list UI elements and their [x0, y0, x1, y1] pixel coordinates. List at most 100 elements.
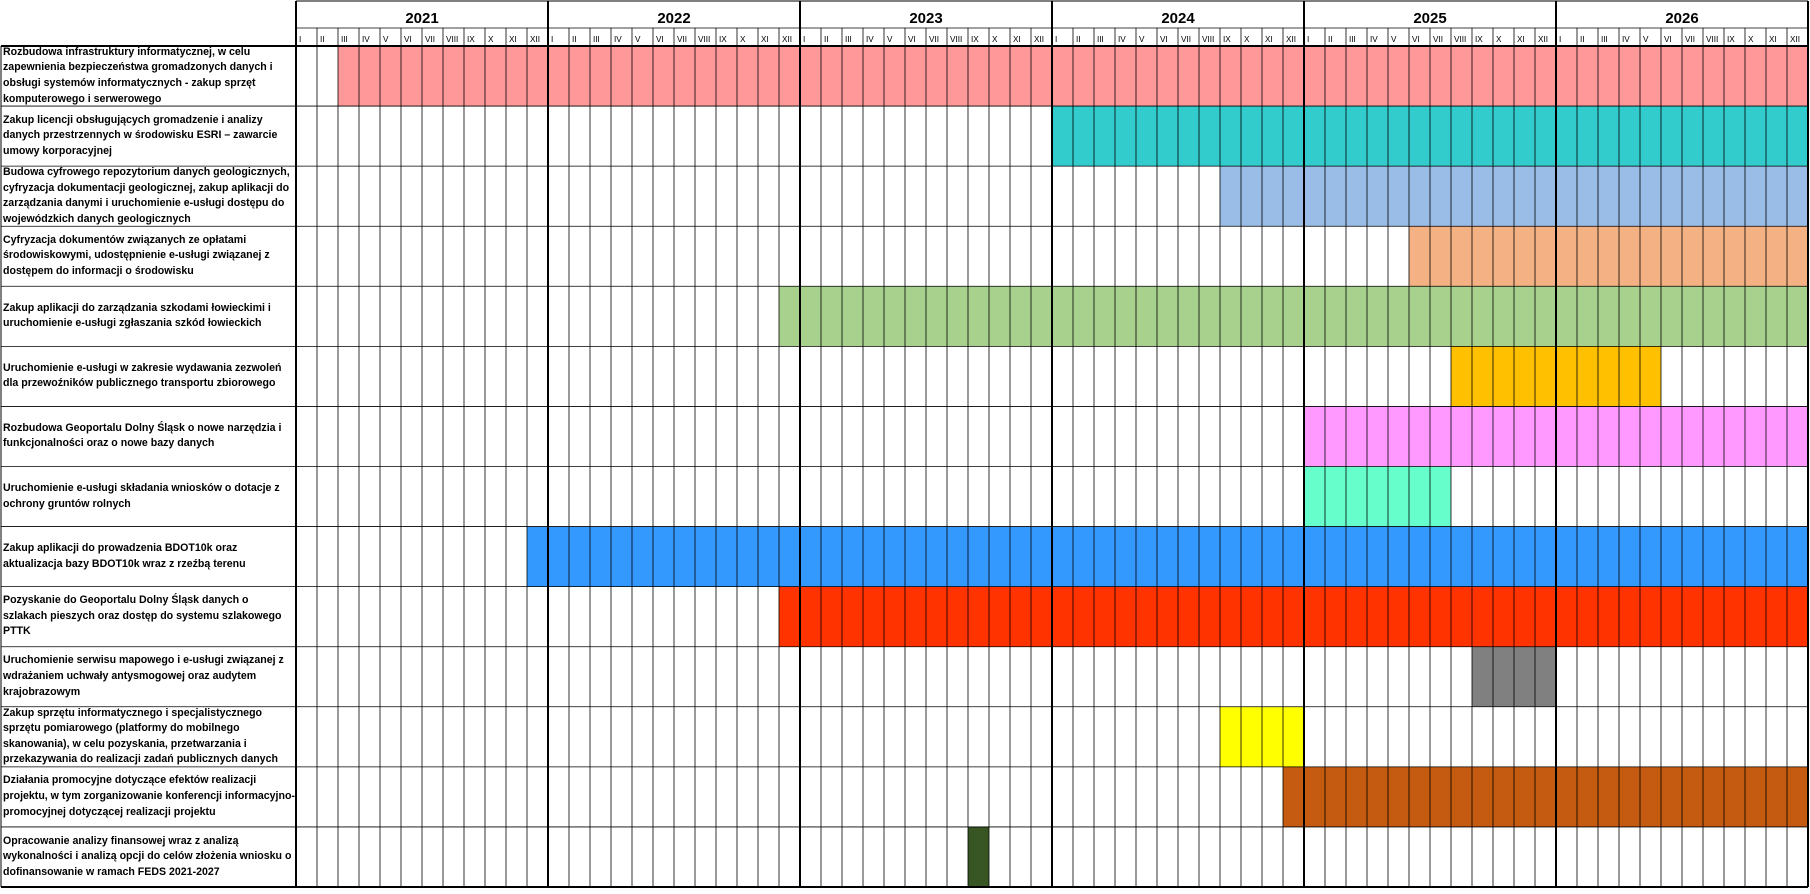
task-label: Rozbudowa infrastruktury informatycznej,… [3, 46, 295, 106]
month-tick-label: IX [467, 35, 475, 44]
month-tick-label: V [887, 35, 893, 44]
task-label-text: Zakup aplikacji do prowadzenia BDOT10k o… [3, 542, 246, 570]
task-label-text: Uruchomienie e-usługi w zakresie wydawan… [3, 361, 282, 390]
task-label-text: Rozbudowa Geoportalu Dolny Śląsk o nowe … [3, 421, 282, 450]
month-tick-label: IV [614, 35, 622, 44]
month-tick-label: III [341, 35, 348, 44]
task-label-text: Zakup sprzętu informatycznego i specjali… [3, 706, 278, 766]
month-tick-label: IV [1118, 35, 1126, 44]
month-tick-label: III [1349, 35, 1356, 44]
month-tick-label: III [845, 35, 852, 44]
task-label: Zakup licencji obsługujących gromadzenie… [3, 106, 295, 166]
task-label: Zakup sprzętu informatycznego i specjali… [3, 707, 295, 767]
task-bar [968, 826, 989, 887]
year-label: 2021 [405, 10, 438, 27]
month-tick-label: I [1055, 35, 1057, 44]
task-bar [779, 586, 1808, 647]
month-tick-label: VI [404, 35, 412, 44]
month-tick-label: XI [761, 35, 769, 44]
task-label: Zakup aplikacji do prowadzenia BDOT10k o… [3, 527, 295, 587]
month-tick-label: VII [1685, 35, 1695, 44]
month-tick-label: VIII [698, 35, 710, 44]
year-label: 2023 [909, 10, 942, 27]
month-tick-label: X [1244, 35, 1250, 44]
month-tick-label: VIII [950, 35, 962, 44]
task-bar [1304, 466, 1451, 527]
month-tick-label: VI [1160, 35, 1168, 44]
month-tick-label: I [1307, 35, 1309, 44]
task-label: Cyfryzacja dokumentów związanych ze opła… [3, 226, 295, 286]
month-tick-label: VII [1433, 35, 1443, 44]
month-tick-label: IV [1370, 35, 1378, 44]
task-label: Opracowanie analizy finansowej wraz z an… [3, 827, 295, 887]
month-tick-label: XI [509, 35, 517, 44]
month-tick-label: XII [530, 35, 540, 44]
year-label: 2022 [657, 10, 690, 27]
year-label: 2024 [1161, 10, 1195, 27]
month-tick-label: VI [1664, 35, 1672, 44]
task-label-text: Zakup aplikacji do zarządzania szkodami … [3, 301, 271, 330]
month-tick-label: XI [1517, 35, 1525, 44]
month-tick-label: X [1496, 35, 1502, 44]
task-bar [779, 286, 1808, 347]
task-bar [1409, 226, 1808, 287]
task-label-text: Uruchomienie e-usługi składania wniosków… [3, 481, 280, 510]
month-tick-label: V [383, 35, 389, 44]
task-label: Działania promocyjne dotyczące efektów r… [3, 767, 295, 827]
month-tick-label: II [824, 35, 829, 44]
month-tick-label: X [740, 35, 746, 44]
task-label-text: Działania promocyjne dotyczące efektów r… [3, 774, 295, 818]
month-tick-label: IV [1622, 35, 1630, 44]
month-tick-label: XII [1790, 35, 1800, 44]
month-tick-label: III [1097, 35, 1104, 44]
month-tick-label: XII [782, 35, 792, 44]
month-tick-label: IX [719, 35, 727, 44]
task-label-text: Pozyskanie do Geoportalu Dolny Śląsk dan… [3, 594, 282, 638]
month-tick-label: III [593, 35, 600, 44]
month-tick-label: XI [1769, 35, 1777, 44]
month-tick-label: VII [929, 35, 939, 44]
year-label: 2026 [1665, 10, 1698, 27]
month-tick-label: I [803, 35, 805, 44]
month-tick-label: X [1748, 35, 1754, 44]
task-label-text: Zakup licencji obsługujących gromadzenie… [3, 113, 278, 157]
task-label-text: Rozbudowa infrastruktury informatycznej,… [3, 46, 273, 105]
month-tick-label: IX [1727, 35, 1735, 44]
task-label-text: Cyfryzacja dokumentów związanych ze opła… [3, 233, 270, 278]
task-label: Uruchomienie e-usługi składania wniosków… [3, 467, 295, 527]
month-tick-label: II [1328, 35, 1333, 44]
month-tick-label: X [488, 35, 494, 44]
task-label-text: Opracowanie analizy finansowej wraz z an… [3, 834, 292, 878]
task-label: Budowa cyfrowego repozytorium danych geo… [3, 166, 295, 226]
month-tick-label: II [320, 35, 325, 44]
month-tick-label: VIII [1454, 35, 1466, 44]
month-tick-label: I [551, 35, 553, 44]
month-tick-label: VIII [1706, 35, 1718, 44]
month-tick-label: XI [1265, 35, 1273, 44]
task-label: Rozbudowa Geoportalu Dolny Śląsk o nowe … [3, 406, 295, 466]
month-tick-label: I [299, 35, 301, 44]
month-tick-label: V [1643, 35, 1649, 44]
month-tick-label: VI [1412, 35, 1420, 44]
task-label-text: Budowa cyfrowego repozytorium danych geo… [3, 166, 290, 225]
task-label: Uruchomienie e-usługi w zakresie wydawan… [3, 346, 295, 406]
month-tick-label: I [1559, 35, 1561, 44]
month-tick-label: V [1391, 35, 1397, 44]
month-tick-label: IX [1223, 35, 1231, 44]
month-tick-label: III [1601, 35, 1608, 44]
task-bar [1283, 766, 1808, 827]
month-tick-label: IV [866, 35, 874, 44]
task-label: Pozyskanie do Geoportalu Dolny Śląsk dan… [3, 587, 295, 647]
month-tick-label: VI [656, 35, 664, 44]
month-tick-label: V [1139, 35, 1145, 44]
year-label: 2025 [1413, 10, 1446, 27]
month-tick-label: II [1076, 35, 1081, 44]
month-tick-label: V [635, 35, 641, 44]
month-tick-label: II [572, 35, 577, 44]
task-label: Zakup aplikacji do zarządzania szkodami … [3, 286, 295, 346]
month-tick-label: IX [971, 35, 979, 44]
month-tick-label: VIII [1202, 35, 1214, 44]
task-label: Uruchomienie serwisu mapowego i e-usługi… [3, 647, 295, 707]
